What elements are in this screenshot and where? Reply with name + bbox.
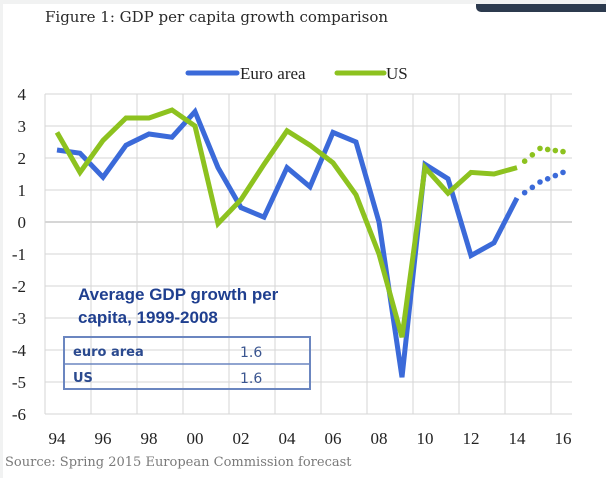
legend-label-us: US (386, 64, 408, 83)
y-tick-label: 2 (18, 149, 27, 168)
x-tick-label: 94 (49, 429, 67, 448)
forecast-point-euro-area (521, 189, 528, 196)
series-lines (54, 106, 566, 378)
annotation-row-label: US (73, 371, 93, 386)
forecast-point-us (560, 148, 566, 155)
x-axis-ticks: 94 96 98 00 02 04 06 08 10 12 14 16 (49, 429, 572, 448)
annotation-title-line2: capita, 1999-2008 (78, 308, 218, 327)
annotation-title-line1: Average GDP growth per (78, 285, 279, 304)
forecast-point-euro-area (529, 184, 536, 191)
x-tick-label: 04 (279, 429, 297, 448)
annotation-row-value: 1.6 (240, 371, 262, 387)
y-tick-label: 1 (18, 181, 27, 200)
annotation-box: Average GDP growth per capita, 1999-2008… (63, 285, 311, 390)
forecast-point-euro-area (560, 169, 566, 176)
y-tick-label: 4 (18, 85, 27, 104)
y-tick-label: -3 (12, 309, 26, 328)
annotation-row-label: euro area (73, 345, 144, 360)
y-axis-ticks: 4 3 2 1 0 -1 -2 -3 -4 -5 -6 (12, 85, 27, 424)
x-tick-label: 02 (233, 429, 250, 448)
y-tick-label: 0 (18, 213, 27, 232)
x-tick-label: 06 (325, 429, 342, 448)
x-tick-label: 08 (371, 429, 388, 448)
forecast-point-euro-area (544, 176, 551, 182)
legend: Euro area US (185, 64, 408, 83)
legend-label-euro-area: Euro area (240, 64, 306, 83)
x-tick-label: 98 (141, 429, 158, 448)
x-tick-label: 14 (509, 429, 527, 448)
source-note: Source: Spring 2015 European Commission … (5, 455, 352, 470)
series-line-euro-area (56, 106, 520, 378)
forecast-point-us (552, 147, 559, 154)
x-tick-label: 16 (555, 429, 572, 448)
annotation-table (63, 336, 311, 390)
figure-title: Figure 1: GDP per capita growth comparis… (45, 8, 389, 26)
forecast-point-us (544, 146, 551, 153)
y-tick-label: 3 (18, 117, 27, 136)
y-tick-label: -2 (12, 277, 26, 296)
header-bar (476, 4, 606, 12)
forecast-point-euro-area (537, 179, 543, 185)
forecast-point-us (521, 158, 528, 164)
x-tick-label: 12 (463, 429, 480, 448)
y-tick-label: -1 (12, 245, 26, 264)
annotation-row-value: 1.6 (240, 345, 262, 361)
forecast-point-us (529, 152, 536, 158)
series-line-us (54, 107, 518, 338)
y-tick-label: -6 (12, 405, 26, 424)
forecast-point-us (537, 145, 543, 152)
x-tick-label: 00 (187, 429, 204, 448)
y-tick-label: -4 (12, 341, 27, 360)
x-tick-label: 96 (95, 429, 112, 448)
x-tick-label: 10 (417, 429, 434, 448)
forecast-point-euro-area (552, 172, 559, 179)
y-tick-label: -5 (12, 373, 26, 392)
